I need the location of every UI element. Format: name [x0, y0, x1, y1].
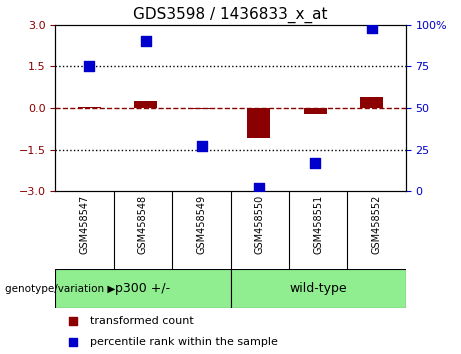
Text: GSM458549: GSM458549	[196, 195, 207, 254]
Bar	[55, 269, 230, 308]
Text: GSM458551: GSM458551	[313, 195, 323, 254]
Text: wild-type: wild-type	[290, 282, 347, 295]
Point	[69, 318, 77, 324]
Bar	[135, 101, 157, 108]
Text: transformed count: transformed count	[90, 316, 194, 326]
Text: p300 +/-: p300 +/-	[115, 282, 171, 295]
Bar	[304, 108, 326, 114]
Bar	[361, 97, 383, 108]
Title: GDS3598 / 1436833_x_at: GDS3598 / 1436833_x_at	[133, 7, 328, 23]
Text: genotype/variation ▶: genotype/variation ▶	[5, 284, 115, 293]
Text: GSM458550: GSM458550	[254, 195, 265, 254]
Bar	[191, 108, 213, 109]
Bar	[230, 269, 406, 308]
Point	[255, 185, 262, 191]
Point	[86, 63, 93, 69]
Bar	[78, 107, 100, 108]
Text: GSM458548: GSM458548	[138, 195, 148, 254]
Point	[199, 143, 206, 149]
Point	[142, 39, 149, 44]
Text: percentile rank within the sample: percentile rank within the sample	[90, 337, 278, 348]
Text: GSM458547: GSM458547	[79, 195, 89, 254]
Point	[69, 340, 77, 346]
Point	[368, 25, 375, 31]
Point	[312, 160, 319, 166]
Bar	[248, 108, 270, 138]
Text: GSM458552: GSM458552	[372, 195, 382, 255]
